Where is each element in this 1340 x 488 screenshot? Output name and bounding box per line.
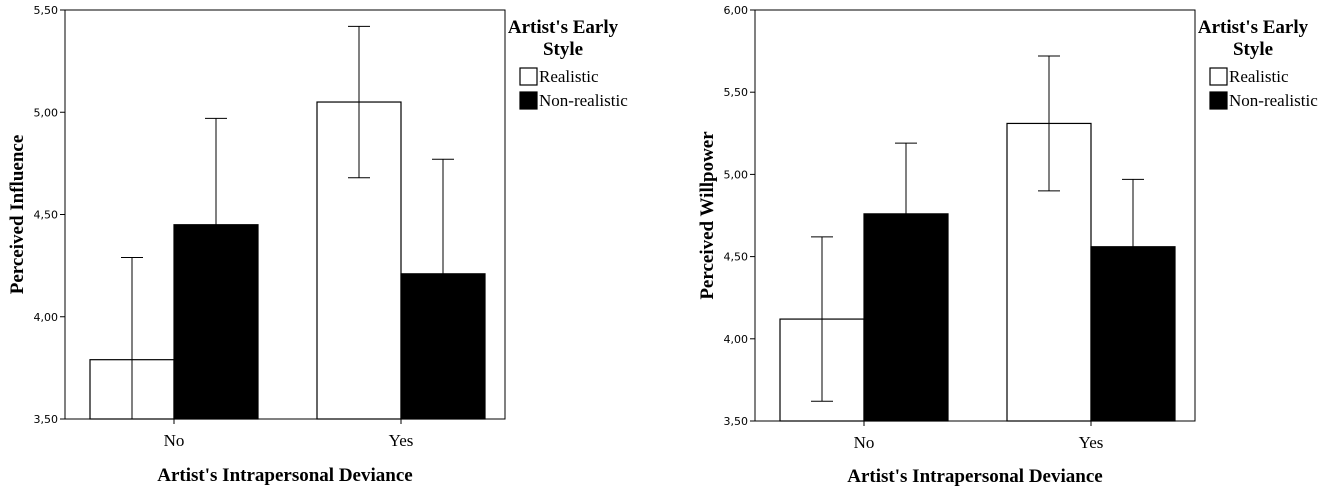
legend-swatch xyxy=(519,67,538,86)
x-tick-label: Yes xyxy=(389,431,414,450)
legend-label: Realistic xyxy=(1229,67,1289,86)
error-bar xyxy=(1038,55,1060,192)
x-tick-label: No xyxy=(854,433,875,452)
x-axis-label: Artist's Intrapersonal Deviance xyxy=(847,466,1102,487)
y-tick-label: 5,50 xyxy=(724,86,749,99)
chart-1: 3,50 4,00 4,50 5,00 5,50 No Yes Artist's Intrap… xyxy=(7,4,628,486)
error-bar xyxy=(205,117,227,332)
legend-label: Non-realistic xyxy=(539,91,628,110)
legend-swatch xyxy=(519,91,538,110)
error-bar xyxy=(348,25,370,179)
y-axis-label: Perceived Willpower xyxy=(697,131,718,300)
error-bar xyxy=(121,256,143,419)
error-bar xyxy=(895,142,917,286)
plot-frame xyxy=(754,9,1196,422)
y-tick-label: 4,50 xyxy=(34,209,59,222)
error-bar xyxy=(1122,178,1144,315)
error-bar xyxy=(811,236,833,402)
y-tick-label: 4,00 xyxy=(724,333,749,346)
y-tick-label: 4,50 xyxy=(724,251,749,264)
legend-swatch xyxy=(1209,91,1228,110)
legend-title: Style xyxy=(1233,39,1273,60)
legend-title: Artist's Early xyxy=(508,17,619,38)
chart-2: 3,50 4,00 4,50 5,00 5,50 6,00 No Yes Artist's In… xyxy=(697,4,1318,487)
y-axis-label: Perceived Influence xyxy=(7,135,28,295)
bar-realistic-yes xyxy=(316,101,402,420)
y-tick-label: 6,00 xyxy=(724,4,749,17)
y-tick-label: 5,00 xyxy=(724,168,749,181)
error-bar xyxy=(432,158,454,389)
y-tick-label: 5,50 xyxy=(34,4,59,17)
y-tick-label: 4,00 xyxy=(34,311,59,324)
y-tick-label: 3,50 xyxy=(724,415,749,428)
legend-title: Artist's Early xyxy=(1198,17,1309,38)
x-tick-label: No xyxy=(164,431,185,450)
y-tick-label: 3,50 xyxy=(34,413,59,426)
x-axis-label: Artist's Intrapersonal Deviance xyxy=(157,465,412,486)
legend-title: Style xyxy=(543,39,583,60)
x-tick-label: Yes xyxy=(1079,433,1104,452)
legend-label: Non-realistic xyxy=(1229,91,1318,110)
legend-label: Realistic xyxy=(539,67,599,86)
y-tick-label: 5,00 xyxy=(34,106,59,119)
legend-swatch xyxy=(1209,67,1228,86)
